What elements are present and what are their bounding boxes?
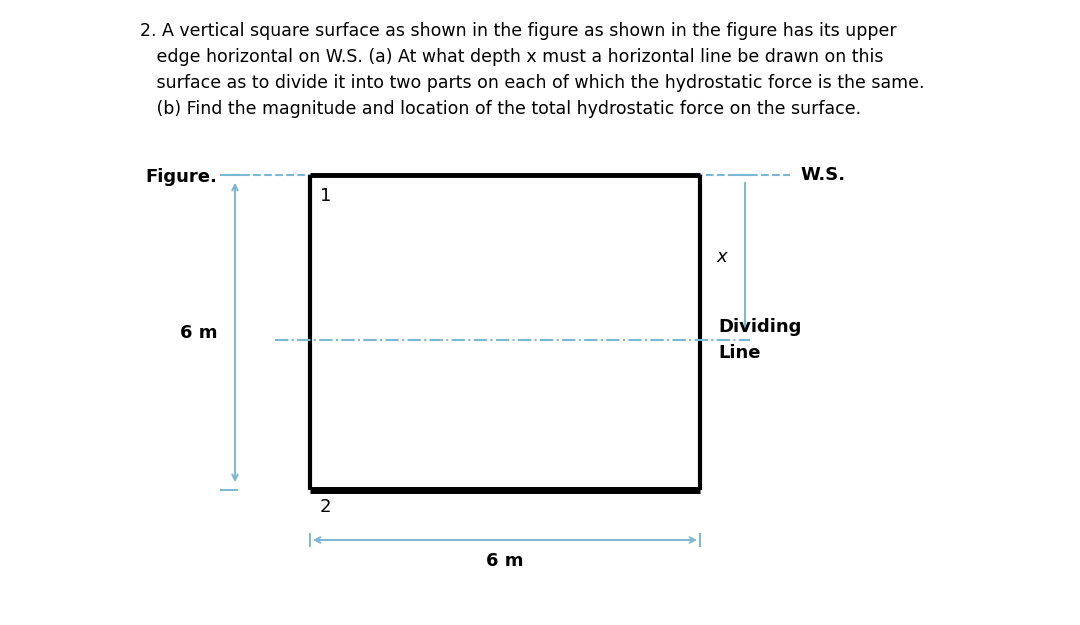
Text: Dividing: Dividing xyxy=(718,318,801,336)
Text: W.S.: W.S. xyxy=(800,166,846,184)
Text: 6 m: 6 m xyxy=(486,552,524,570)
Text: (b) Find the magnitude and location of the total hydrostatic force on the surfac: (b) Find the magnitude and location of t… xyxy=(140,100,861,118)
Text: 6 m: 6 m xyxy=(179,324,217,341)
Text: Figure.: Figure. xyxy=(145,168,217,186)
Text: x: x xyxy=(716,249,727,266)
Text: surface as to divide it into two parts on each of which the hydrostatic force is: surface as to divide it into two parts o… xyxy=(140,74,924,92)
Text: 2. A vertical square surface as shown in the figure as shown in the figure has i: 2. A vertical square surface as shown in… xyxy=(140,22,896,40)
Text: Line: Line xyxy=(718,344,760,362)
Text: 2: 2 xyxy=(320,498,332,516)
Text: 1: 1 xyxy=(320,187,332,205)
Text: edge horizontal on W.S. (a) At what depth x must a horizontal line be drawn on t: edge horizontal on W.S. (a) At what dept… xyxy=(140,48,883,66)
